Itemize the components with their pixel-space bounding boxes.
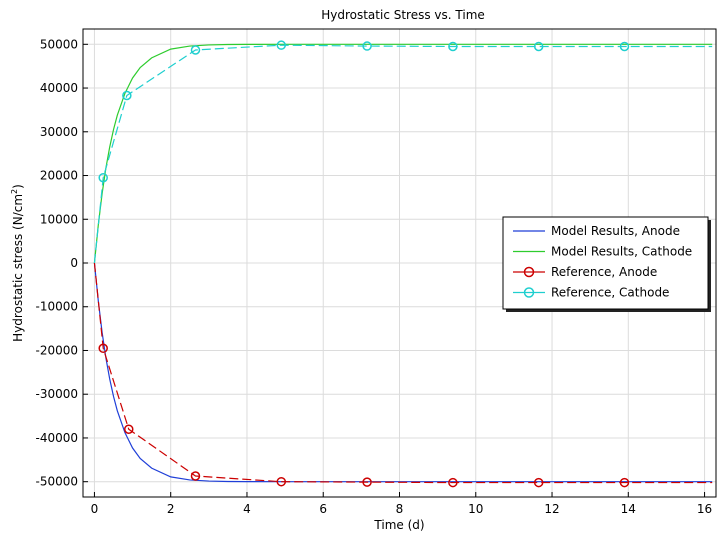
series-4-marker: [98, 172, 108, 183]
legend-label-3: Reference, Anode: [551, 265, 657, 279]
chart-title: Hydrostatic Stress vs. Time: [321, 8, 485, 22]
legend-marker-4: [523, 287, 535, 298]
series-3-marker: [124, 424, 134, 434]
series-3-marker: [533, 477, 544, 488]
y-tick-label: 40000: [40, 81, 78, 95]
series-4-marker: [362, 41, 372, 51]
y-tick-label: 0: [70, 256, 78, 270]
legend-label-4: Reference, Cathode: [551, 286, 669, 300]
series-line-1: [93, 262, 713, 483]
series-4-marker: [276, 40, 287, 50]
x-tick-label: 4: [243, 502, 251, 516]
series-3-marker: [190, 471, 201, 481]
series-3-marker: [448, 477, 458, 488]
x-axis-label: Time (d): [373, 518, 424, 532]
series-4-marker: [122, 90, 132, 101]
y-tick-label: -10000: [35, 300, 78, 314]
legend-box: [502, 216, 709, 310]
y-tick-label: 50000: [40, 37, 78, 51]
series-3-marker: [98, 343, 108, 354]
y-tick-label: 20000: [40, 169, 78, 183]
legend-marker-3: [523, 266, 535, 278]
y-axis-label: Hydrostatic stress (N/cm2): [10, 184, 25, 342]
x-tick-label: 2: [167, 502, 175, 516]
y-tick-label: -20000: [35, 343, 78, 357]
series-3-marker: [362, 477, 372, 487]
x-tick-label: 0: [91, 502, 99, 516]
x-tick-label: 14: [621, 502, 636, 516]
x-tick-label: 8: [396, 502, 404, 516]
series-4-marker: [448, 41, 458, 52]
tick-labels: 0 2 4 6 8 10 12 14 16 -50000 -40000 -30000 -20000 -10…: [35, 37, 712, 516]
y-tick-label: -30000: [35, 387, 78, 401]
plot-frame: [82, 28, 717, 498]
series-3-marker: [276, 476, 287, 487]
y-tick-label: 10000: [40, 212, 78, 226]
x-tick-label: 6: [319, 502, 327, 516]
series-4-marker: [190, 45, 201, 55]
y-tick-label: 30000: [40, 125, 78, 139]
series-line-2: [93, 43, 713, 264]
series-line-4: [93, 44, 713, 264]
plot-series: [93, 40, 713, 488]
y-tick-label: -40000: [35, 431, 78, 445]
axis-ticks: [83, 43, 706, 497]
y-axis-label-main: Hydrostatic stress (N/cm: [11, 194, 25, 342]
legend-label-1: Model Results, Anode: [551, 224, 680, 238]
series-3-marker: [619, 477, 630, 488]
y-axis-label-sup: 2: [10, 189, 19, 194]
series-4-marker: [533, 41, 544, 52]
series-line-3: [93, 262, 713, 484]
y-tick-label: -50000: [35, 475, 78, 489]
x-tick-label: 16: [697, 502, 712, 516]
legend-label-2: Model Results, Cathode: [551, 245, 692, 259]
y-axis-label-close: ): [11, 184, 25, 189]
series-4-marker: [619, 41, 630, 52]
x-tick-label: 10: [468, 502, 483, 516]
legend: Model Results, Anode Model Results, Catho…: [502, 216, 711, 312]
x-tick-label: 12: [544, 502, 559, 516]
